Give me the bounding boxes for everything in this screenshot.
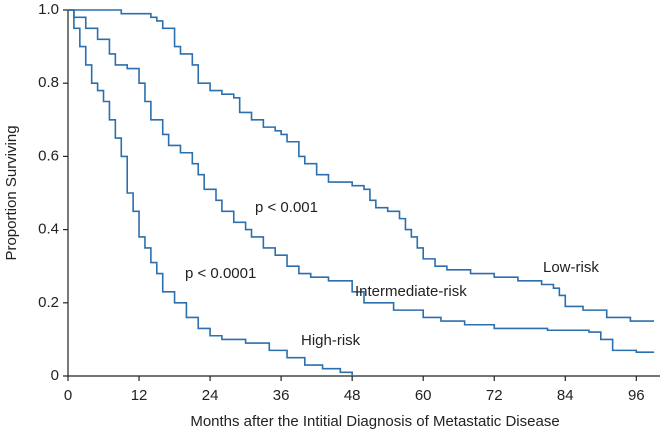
x-tick-label: 60 xyxy=(415,387,432,404)
y-tick-label: 1.0 xyxy=(38,1,59,18)
x-axis-label: Months after the Intitial Diagnosis of M… xyxy=(190,413,559,430)
survival-curve xyxy=(68,9,353,376)
x-tick-label: 84 xyxy=(557,387,574,404)
x-tick-label: 0 xyxy=(64,387,72,404)
x-tick-label: 96 xyxy=(628,387,645,404)
x-tick-label: 24 xyxy=(202,387,219,404)
x-tick-label: 72 xyxy=(486,387,503,404)
series-label: Low-risk xyxy=(543,259,599,276)
survival-curve xyxy=(68,9,655,354)
y-axis-label: Proportion Surviving xyxy=(3,125,20,260)
x-tick-label: 48 xyxy=(344,387,361,404)
x-tick-label: 12 xyxy=(131,387,148,404)
y-tick-label: 0.4 xyxy=(38,221,59,238)
y-tick-label: 0 xyxy=(51,367,59,384)
y-tick-label: 0.2 xyxy=(38,294,59,311)
survival-curve xyxy=(68,9,655,322)
x-tick-label: 36 xyxy=(273,387,290,404)
annotation: p < 0.0001 xyxy=(185,265,256,282)
y-tick-label: 0.8 xyxy=(38,74,59,91)
series-label: Intermediate-risk xyxy=(355,283,467,300)
annotation: p < 0.001 xyxy=(255,199,318,216)
y-tick-label: 0.6 xyxy=(38,147,59,164)
series-label: High-risk xyxy=(301,332,361,349)
